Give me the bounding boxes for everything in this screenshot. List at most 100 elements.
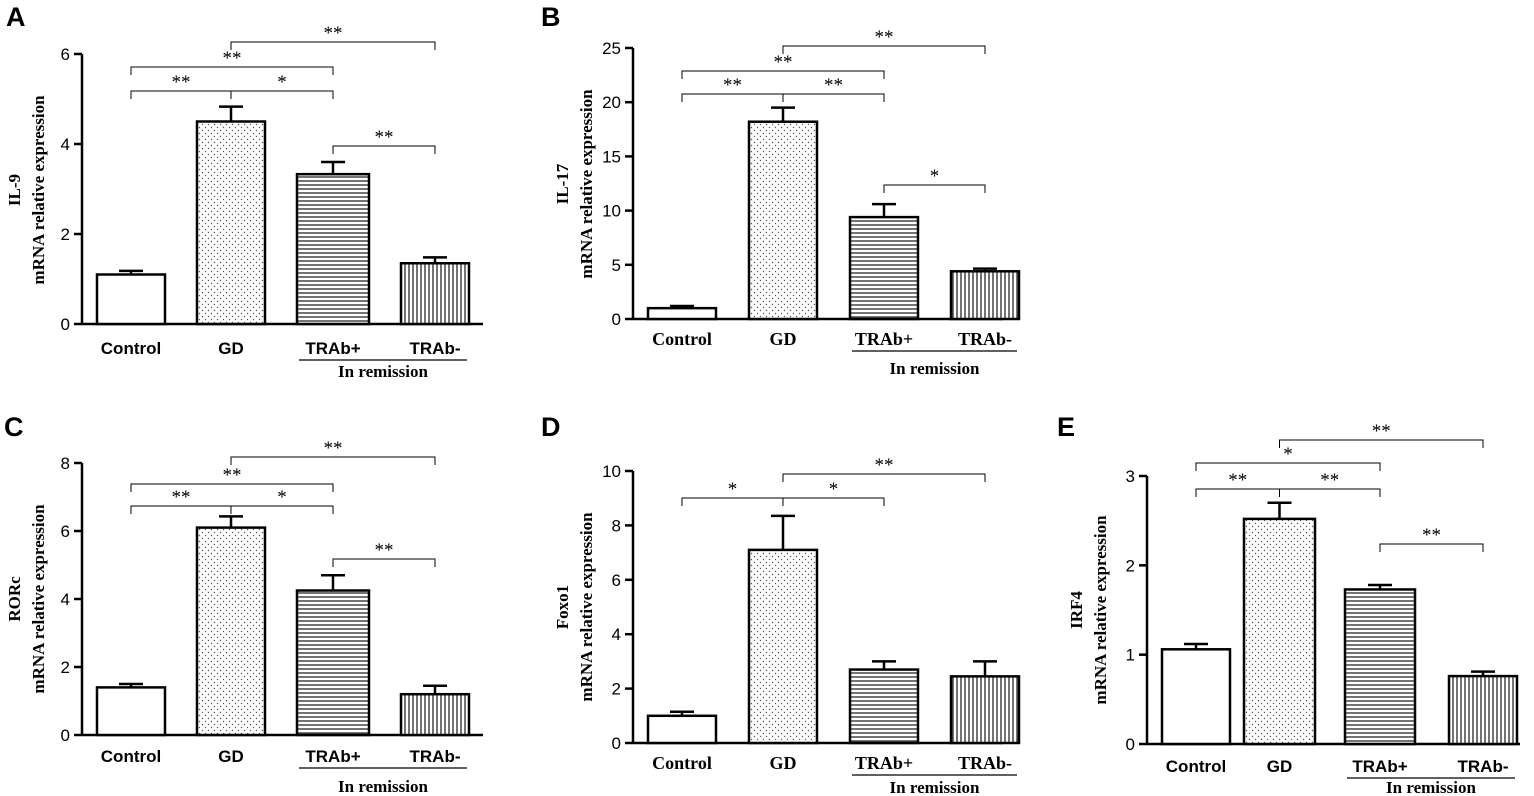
group-label: In remission	[338, 362, 428, 381]
category-label: TRAb-	[410, 747, 461, 766]
category-label: TRAb+	[305, 339, 360, 358]
y-axis-gene-label: IRF4	[1067, 591, 1086, 629]
bar-control	[646, 714, 718, 745]
y-tick-label: 3	[1126, 467, 1135, 486]
y-axis-gene-label: Foxo1	[553, 585, 572, 629]
y-tick-label: 2	[1126, 556, 1135, 575]
y-tick-label: 6	[612, 571, 621, 590]
panel-e: E 0 1 2 3 IRF4 mRNA relative expression Contro…	[1057, 412, 1520, 796]
group-label: In remission	[338, 777, 428, 796]
panel-d: D 0 2 4 6 8 10 Foxo1 mRNA relative expression Co…	[541, 412, 1021, 796]
y-tick-label: 4	[61, 135, 70, 154]
y-tick-label: 10	[602, 202, 621, 221]
significance-bracket	[681, 70, 885, 79]
y-tick-label: 25	[602, 39, 621, 58]
significance-bracket	[1379, 543, 1484, 552]
significance-label: **	[1422, 525, 1441, 546]
significance-bracket	[332, 558, 436, 567]
significance-label: **	[223, 48, 242, 69]
bar-trab	[848, 215, 920, 321]
significance-label: *	[930, 166, 940, 187]
y-axis-label: mRNA relative expression	[1091, 515, 1110, 705]
significance-label: **	[223, 465, 242, 486]
panel-b-letter: B	[541, 2, 561, 32]
significance-bracket	[332, 145, 436, 154]
panel-d-letter: D	[541, 412, 561, 442]
significance-bracket	[130, 66, 334, 75]
significance-bracket	[1195, 462, 1381, 471]
y-tick-label: 6	[61, 522, 70, 541]
panel-a-letter: A	[6, 2, 26, 32]
y-tick-label: 4	[612, 625, 621, 644]
category-label: Control	[1166, 757, 1226, 776]
significance-label: **	[1320, 470, 1339, 491]
bar-gd	[747, 548, 819, 745]
bar-gd	[747, 120, 819, 321]
significance-bracket	[782, 497, 885, 506]
significance-label: **	[324, 438, 343, 459]
y-tick-label: 6	[61, 45, 70, 64]
significance-label: *	[277, 72, 287, 93]
significance-label: **	[375, 127, 394, 148]
significance-bracket	[1279, 488, 1381, 497]
category-label: TRAb-	[958, 329, 1012, 349]
significance-bracket	[230, 41, 436, 50]
category-label: GD	[770, 753, 797, 773]
bar-gd	[195, 526, 267, 737]
significance-label: **	[824, 75, 843, 96]
category-label: GD	[218, 339, 244, 358]
y-axis-label: mRNA relative expression	[577, 512, 596, 702]
category-label: GD	[218, 747, 244, 766]
significance-label: *	[277, 487, 287, 508]
significance-label: *	[1283, 444, 1293, 465]
significance-label: **	[324, 23, 343, 44]
y-tick-label: 8	[612, 516, 621, 535]
category-label: Control	[652, 329, 712, 349]
y-axis-gene-label: RORc	[5, 576, 24, 622]
bar-trab	[399, 262, 471, 326]
category-label: TRAb-	[1458, 757, 1509, 776]
panel-c-letter: C	[4, 412, 24, 442]
significance-label: **	[1372, 421, 1391, 442]
significance-label: **	[375, 540, 394, 561]
significance-bracket	[230, 456, 436, 465]
category-label: GD	[770, 329, 797, 349]
panel-b: B 0 5 10 15 20 25 IL-17 mRNA relative expressio…	[541, 2, 1021, 378]
significance-label: **	[1228, 470, 1247, 491]
significance-label: **	[723, 75, 742, 96]
y-axis-gene-label: IL-17	[553, 163, 572, 204]
y-tick-label: 1	[1126, 646, 1135, 665]
bar-control	[646, 306, 718, 321]
y-tick-label: 4	[61, 590, 70, 609]
y-tick-label: 8	[61, 454, 70, 473]
group-label: In remission	[890, 778, 980, 796]
panel-e-letter: E	[1057, 412, 1075, 442]
group-label: In remission	[890, 359, 980, 378]
y-tick-label: 5	[612, 256, 621, 275]
significance-label: **	[172, 72, 191, 93]
bar-trab	[295, 172, 371, 326]
y-axis-label: mRNA relative expression	[29, 504, 48, 694]
category-label: Control	[101, 747, 161, 766]
bar-trab	[848, 668, 920, 745]
category-label: Control	[101, 339, 161, 358]
y-tick-label: 0	[1126, 735, 1135, 754]
bar-control	[95, 686, 167, 737]
significance-label: *	[829, 479, 839, 500]
y-tick-label: 20	[602, 93, 621, 112]
category-label: TRAb+	[855, 753, 913, 773]
y-tick-label: 2	[612, 680, 621, 699]
category-label: GD	[1267, 757, 1293, 776]
panel-a: A 0 2 4 6 IL-9 mRNA relative expression Contro…	[5, 2, 483, 381]
significance-bracket	[782, 473, 986, 482]
category-label: TRAb+	[1352, 757, 1407, 776]
category-label: TRAb+	[855, 329, 913, 349]
y-tick-label: 2	[61, 225, 70, 244]
y-tick-label: 0	[61, 726, 70, 745]
y-tick-label: 15	[602, 147, 621, 166]
bar-trab	[399, 692, 471, 737]
group-label: In remission	[1386, 778, 1476, 796]
significance-label: **	[774, 52, 793, 73]
bar-control	[95, 273, 167, 326]
